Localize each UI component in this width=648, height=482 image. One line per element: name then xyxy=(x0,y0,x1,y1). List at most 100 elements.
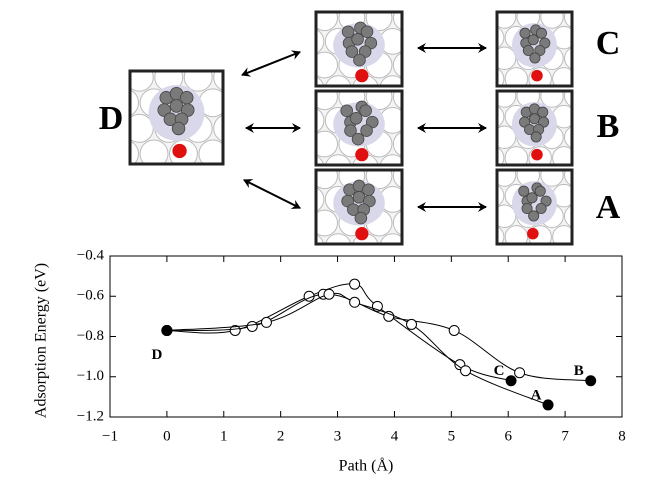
x-tick-label: 4 xyxy=(391,428,399,444)
surface-atom xyxy=(379,233,402,244)
point xyxy=(448,324,460,336)
surface-atom xyxy=(198,139,223,164)
surface-atom xyxy=(316,130,338,158)
surface-atom xyxy=(325,75,352,86)
structure-label: D xyxy=(99,100,124,137)
carbon-atom xyxy=(530,131,542,143)
surface-atom xyxy=(155,166,183,194)
surface-atom xyxy=(540,91,564,108)
x-tick-label: 5 xyxy=(448,428,456,444)
arrow xyxy=(243,179,301,209)
point xyxy=(406,318,418,330)
carbon-atom xyxy=(349,112,363,125)
point xyxy=(349,278,361,290)
oxygen-atom xyxy=(355,148,369,162)
surface-atom xyxy=(407,155,433,181)
surface-atom xyxy=(366,257,392,283)
surface-atom xyxy=(325,154,352,165)
x-tick-label: 7 xyxy=(561,428,569,444)
oxygen-atom xyxy=(531,148,543,161)
plot-frame xyxy=(109,255,623,418)
structure-content xyxy=(497,91,611,190)
surface-atom xyxy=(576,143,599,166)
carbon-atom xyxy=(535,202,547,215)
surface-atom xyxy=(407,76,433,102)
surface-atom xyxy=(407,186,433,212)
carbon-atom xyxy=(535,27,548,39)
surface-atom xyxy=(316,51,338,79)
surface-atom xyxy=(576,147,599,170)
arrows xyxy=(241,43,487,212)
surface-atom xyxy=(214,166,242,194)
surface-atom xyxy=(564,91,572,108)
frame xyxy=(495,89,574,167)
point xyxy=(514,367,526,379)
surface-atom xyxy=(139,139,169,164)
carbon-atom xyxy=(352,191,366,204)
surface-atom xyxy=(392,52,402,78)
surface-atom xyxy=(564,170,572,187)
x-tick-label: 6 xyxy=(504,428,512,444)
x-axis-label: Path (Å) xyxy=(339,457,394,475)
surface-atom xyxy=(325,0,351,7)
point xyxy=(323,288,335,300)
surface-atom xyxy=(325,233,352,244)
carbon-atom xyxy=(345,45,359,58)
surface-atom xyxy=(407,28,433,54)
surface-atom xyxy=(470,88,493,111)
carbon-atom xyxy=(354,211,368,225)
surface-atom xyxy=(588,164,611,187)
surface-atom xyxy=(600,143,623,166)
oxygen-atom xyxy=(355,69,369,83)
arrow xyxy=(241,50,301,77)
surface-atom xyxy=(407,60,433,86)
structure-content xyxy=(470,0,599,111)
surface-atom xyxy=(470,6,493,29)
surface-atom xyxy=(365,12,393,32)
surface-atom xyxy=(576,68,599,91)
oxygen-atom xyxy=(531,69,543,82)
surface-atom xyxy=(258,38,286,66)
surface-atom xyxy=(565,246,588,269)
structures xyxy=(128,0,623,283)
surface-atom xyxy=(576,226,599,249)
surface-atom xyxy=(470,246,493,269)
surface-atom xyxy=(199,38,227,66)
surface-atom xyxy=(213,71,223,91)
x-tick-label: 0 xyxy=(163,428,171,444)
plot: −1 0 1 2 3 4 5 6 7 8 −0.4 −0.6 −0.8 −1.0 −1.2 Path (Å) A… xyxy=(33,247,626,474)
oxygen-atom xyxy=(527,227,539,240)
surface-atom xyxy=(284,99,310,125)
endpoint xyxy=(505,375,517,387)
surface-atom xyxy=(553,0,576,8)
surface-atom xyxy=(392,12,402,31)
surface-atom xyxy=(228,140,256,168)
surface-atom xyxy=(316,209,338,237)
surface-atom xyxy=(407,107,433,133)
carbon-atom xyxy=(526,192,538,204)
surface-atom xyxy=(564,205,572,228)
y-tick-label: −0.8 xyxy=(77,328,104,344)
y-tick-label: −0.6 xyxy=(77,288,105,304)
surface-atom xyxy=(284,178,310,204)
surface-atom xyxy=(588,167,611,190)
surface-atom xyxy=(407,139,433,165)
surface-atom xyxy=(258,89,286,117)
carbon-atom xyxy=(534,185,546,197)
surface-atom xyxy=(316,170,338,190)
structure-image xyxy=(284,0,433,125)
surface-atom xyxy=(434,139,460,165)
y-tick-label: −1.2 xyxy=(77,408,104,424)
surface-atom xyxy=(316,76,325,86)
oxygen-atom xyxy=(172,143,187,159)
endpoint-label: C xyxy=(494,363,505,379)
y-axis-label: Adsorption Energy (eV) xyxy=(33,263,50,418)
x-tick-label: −1 xyxy=(102,428,118,444)
surface-atom xyxy=(140,38,168,66)
surface-atom xyxy=(316,186,325,212)
surface-atom xyxy=(505,0,528,8)
point xyxy=(246,320,258,332)
surface-atom xyxy=(339,257,365,283)
surface-atom xyxy=(434,186,460,212)
